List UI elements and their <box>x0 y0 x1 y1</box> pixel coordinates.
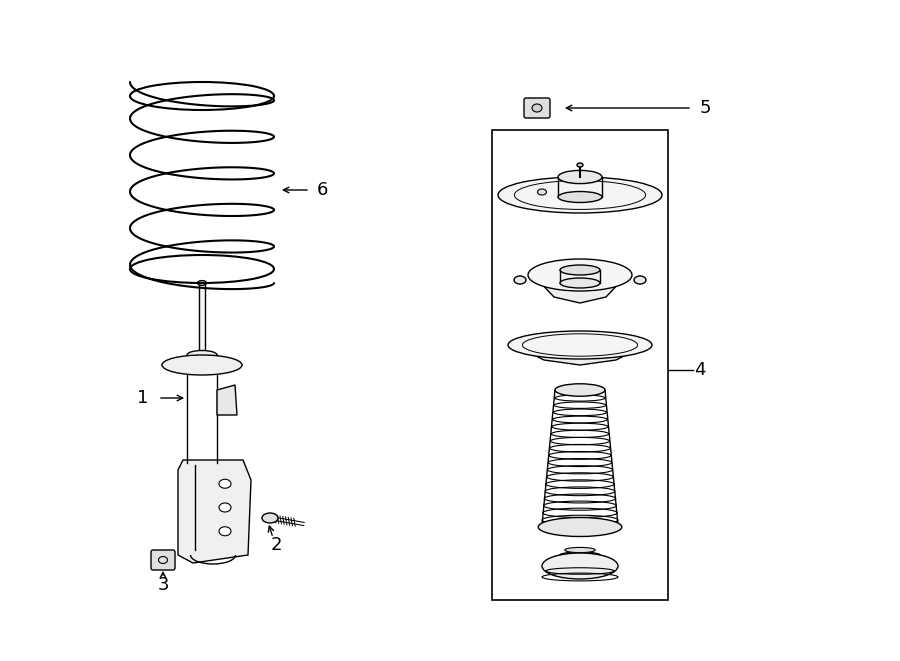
Text: 1: 1 <box>138 389 148 407</box>
Ellipse shape <box>528 259 632 291</box>
Ellipse shape <box>538 518 622 537</box>
Ellipse shape <box>634 276 646 284</box>
Ellipse shape <box>262 513 278 523</box>
Ellipse shape <box>565 547 595 553</box>
Bar <box>199 283 205 360</box>
Ellipse shape <box>197 281 206 286</box>
Text: 4: 4 <box>694 361 706 379</box>
Polygon shape <box>548 550 612 566</box>
Polygon shape <box>217 385 237 415</box>
Ellipse shape <box>542 553 618 579</box>
Text: 6: 6 <box>316 181 328 199</box>
Text: 3: 3 <box>158 576 169 594</box>
Ellipse shape <box>219 479 231 488</box>
Ellipse shape <box>514 276 526 284</box>
Ellipse shape <box>219 503 231 512</box>
Ellipse shape <box>558 192 602 202</box>
Polygon shape <box>178 460 251 563</box>
Text: 5: 5 <box>699 99 711 117</box>
Ellipse shape <box>532 104 542 112</box>
FancyBboxPatch shape <box>524 98 550 118</box>
FancyBboxPatch shape <box>151 550 175 570</box>
Polygon shape <box>514 345 646 365</box>
Ellipse shape <box>219 527 231 536</box>
Ellipse shape <box>558 171 602 184</box>
Bar <box>492 130 668 600</box>
Polygon shape <box>533 275 626 303</box>
Text: 2: 2 <box>270 536 282 554</box>
Ellipse shape <box>560 278 600 288</box>
Ellipse shape <box>555 384 605 396</box>
Ellipse shape <box>498 177 662 213</box>
Ellipse shape <box>508 331 652 359</box>
Ellipse shape <box>560 265 600 275</box>
Ellipse shape <box>187 350 217 360</box>
Ellipse shape <box>577 163 583 167</box>
Ellipse shape <box>537 189 546 195</box>
Ellipse shape <box>162 355 242 375</box>
